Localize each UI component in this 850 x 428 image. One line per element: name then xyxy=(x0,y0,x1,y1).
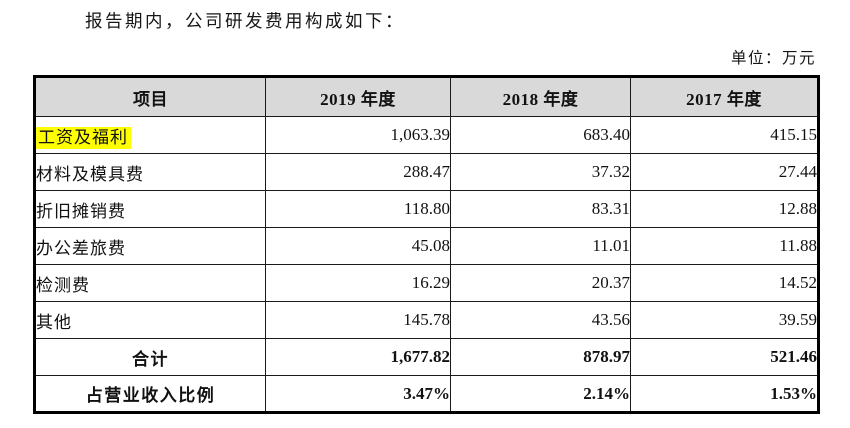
table-row-materials: 材料及模具费 288.47 37.32 27.44 xyxy=(34,153,819,191)
value-2019: 1,677.82 xyxy=(265,338,451,376)
highlighted-label: 工资及福利 xyxy=(36,126,131,149)
value-2019: 118.80 xyxy=(265,190,451,228)
header-item: 项目 xyxy=(34,76,266,117)
value-2018: 20.37 xyxy=(450,264,631,302)
row-label-cell: 折旧摊销费 xyxy=(34,190,266,228)
value-2019: 16.29 xyxy=(265,264,451,302)
value-2017: 12.88 xyxy=(630,190,819,228)
table-row-office-travel: 办公差旅费 45.08 11.01 11.88 xyxy=(34,227,819,265)
value-2019: 288.47 xyxy=(265,153,451,191)
value-2018: 43.56 xyxy=(450,301,631,339)
header-2019: 2019 年度 xyxy=(265,76,451,117)
header-2017: 2017 年度 xyxy=(630,76,819,117)
table-header-row: 项目 2019 年度 2018 年度 2017 年度 xyxy=(34,76,819,117)
table-row-testing: 检测费 16.29 20.37 14.52 xyxy=(34,264,819,302)
value-2017: 415.15 xyxy=(630,116,819,154)
value-2018: 683.40 xyxy=(450,116,631,154)
value-2018: 11.01 xyxy=(450,227,631,265)
value-2017: 27.44 xyxy=(630,153,819,191)
row-label-cell: 其他 xyxy=(34,301,266,339)
table-row-salary: 工资及福利 1,063.39 683.40 415.15 xyxy=(34,116,819,154)
row-label-cell: 办公差旅费 xyxy=(34,227,266,265)
value-2019: 1,063.39 xyxy=(265,116,451,154)
value-2018: 878.97 xyxy=(450,338,631,376)
value-2017: 521.46 xyxy=(630,338,819,376)
rd-expense-table: 项目 2019 年度 2018 年度 2017 年度 工资及福利 1,063.3… xyxy=(33,75,820,414)
value-2017: 14.52 xyxy=(630,264,819,302)
value-2019: 45.08 xyxy=(265,227,451,265)
value-2018: 2.14% xyxy=(450,375,631,413)
intro-text: 报告期内，公司研发费用构成如下： xyxy=(85,11,405,31)
value-2017: 1.53% xyxy=(630,375,819,413)
row-label-cell: 材料及模具费 xyxy=(34,153,266,191)
table-row-revenue-ratio: 占营业收入比例 3.47% 2.14% 1.53% xyxy=(34,375,819,413)
row-label-cell: 合计 xyxy=(34,338,266,376)
header-2018: 2018 年度 xyxy=(450,76,631,117)
value-2018: 83.31 xyxy=(450,190,631,228)
value-2017: 39.59 xyxy=(630,301,819,339)
table-row-depreciation: 折旧摊销费 118.80 83.31 12.88 xyxy=(34,190,819,228)
row-label-cell: 工资及福利 xyxy=(34,116,266,154)
value-2019: 3.47% xyxy=(265,375,451,413)
row-label-cell: 检测费 xyxy=(34,264,266,302)
table-row-total: 合计 1,677.82 878.97 521.46 xyxy=(34,338,819,376)
table-row-other: 其他 145.78 43.56 39.59 xyxy=(34,301,819,339)
row-label-cell: 占营业收入比例 xyxy=(34,375,266,413)
unit-label: 单位：万元 xyxy=(730,50,816,67)
value-2017: 11.88 xyxy=(630,227,819,265)
value-2018: 37.32 xyxy=(450,153,631,191)
value-2019: 145.78 xyxy=(265,301,451,339)
